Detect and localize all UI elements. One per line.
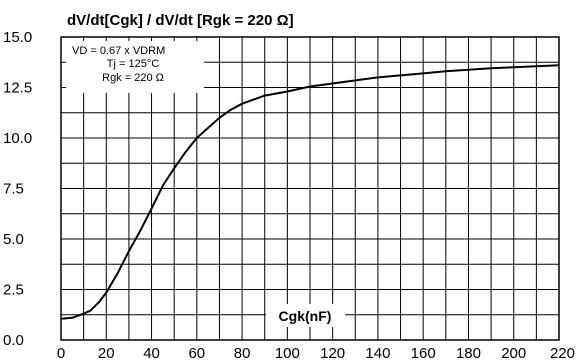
annotation-line: Rgk = 220 Ω (102, 72, 164, 84)
x-tick-labels: 0 20 40 60 80 100 120 140 160 180 200 220 (57, 345, 575, 361)
x-tick-label: 120 (320, 345, 345, 361)
y-tick-label: 7.5 (3, 181, 24, 198)
y-tick-label: 5.0 (3, 231, 24, 248)
x-tick-label: 200 (501, 345, 526, 361)
x-tick-label: 40 (143, 345, 160, 361)
x-label-box (266, 304, 345, 327)
plot-frame (60, 36, 560, 341)
x-tick-label: 80 (234, 345, 251, 361)
chart-title: dV/dt[Cgk] / dV/dt [Rgk = 220 Ω] (67, 12, 294, 29)
annotation-line: VD = 0.67 x VDRM (72, 45, 165, 57)
x-tick-label: 180 (456, 345, 481, 361)
series-line (60, 64, 560, 320)
y-tick-label: 2.5 (3, 282, 24, 299)
x-tick-label: 140 (365, 345, 390, 361)
x-tick-label: 20 (98, 345, 115, 361)
x-tick-label: 100 (275, 345, 300, 361)
x-axis-label: Cgk(nF) (279, 308, 332, 324)
x-tick-label: 160 (411, 345, 436, 361)
y-tick-label: 15.0 (3, 29, 32, 46)
y-tick-label: 10.0 (3, 130, 32, 147)
y-tick-label: 0.0 (3, 332, 24, 349)
x-tick-label: 60 (188, 345, 205, 361)
y-tick-label: 12.5 (3, 80, 32, 97)
x-tick-label: 220 (550, 345, 575, 361)
y-tick-labels: 0.0 2.5 5.0 7.5 10.0 12.5 15.0 (3, 29, 32, 349)
x-tick-label: 0 (57, 345, 65, 361)
annotation-box (66, 41, 204, 93)
annotation-line: Tj = 125°C (107, 58, 159, 70)
